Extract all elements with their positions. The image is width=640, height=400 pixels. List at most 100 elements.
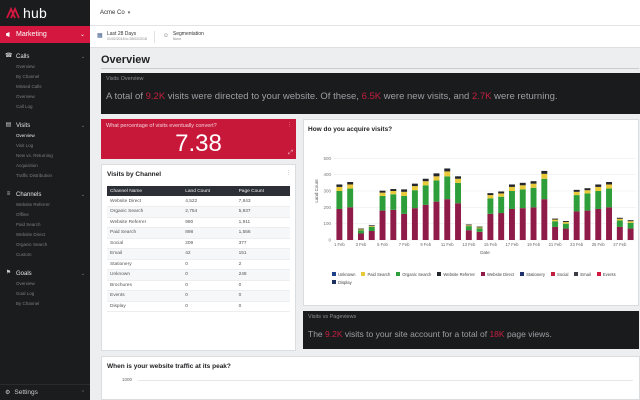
overview-text-part: visits were directed to your website. Of… <box>165 91 362 102</box>
sidebar-item[interactable]: Acquisition <box>16 163 38 168</box>
chart-bar-segment <box>476 228 483 232</box>
sidebar-item[interactable]: Overview <box>16 64 35 69</box>
table-row: Brochures 0 0 <box>107 280 290 291</box>
x-tick-label: 19 Feb <box>527 242 541 247</box>
chart-bar-segment <box>476 227 483 229</box>
legend-item[interactable]: Website Referrer <box>437 270 475 278</box>
chart-bar-segment <box>357 233 364 240</box>
table-cell: 0 <box>235 301 290 312</box>
table-row: Organic Search 2,754 5,937 <box>107 206 290 218</box>
sidebar-section-header[interactable]: ▤ Visits ⌄ <box>0 120 90 131</box>
sidebar-item[interactable]: Overview <box>16 94 35 99</box>
legend-item[interactable]: Display <box>332 278 352 286</box>
sidebar-item[interactable]: Custom <box>16 252 32 257</box>
chart-bar-segment <box>401 191 408 196</box>
sidebar-item[interactable]: By Channel <box>16 74 40 79</box>
legend-item[interactable]: Paid Search <box>361 270 390 278</box>
x-tick-label: 9 Feb <box>420 242 431 247</box>
chart-bar-segment <box>595 208 602 240</box>
pageviews-text-part: The <box>308 329 326 339</box>
chart-bar-segment <box>519 189 526 209</box>
x-tick-label: 3 Feb <box>356 242 367 247</box>
y-tick-label: 200 <box>323 205 331 210</box>
legend-item[interactable]: Events <box>596 270 616 278</box>
column-header[interactable]: Channel Name <box>107 186 183 196</box>
sidebar-section-label: Channels <box>16 191 42 198</box>
chart-bar-segment <box>508 184 515 187</box>
chart-bar-segment <box>390 209 397 240</box>
legend-item[interactable]: Organic Search <box>396 270 431 278</box>
sidebar-section-goals: ⚑ Goals ⌄ Overview Goal Log By Channel <box>0 268 90 309</box>
sidebar-item[interactable]: New vs. Returning <box>16 153 53 158</box>
sidebar-item[interactable]: Traffic Distribution <box>16 173 53 178</box>
sidebar-item[interactable]: Offline <box>16 212 29 217</box>
expand-icon[interactable]: ⤢ <box>288 150 293 156</box>
legend-item[interactable]: Email <box>574 270 591 278</box>
table-cell: Email <box>107 248 183 260</box>
chart-bar-segment <box>552 226 559 240</box>
sidebar-item[interactable]: Organic Search <box>16 242 48 247</box>
chart-bar-segment <box>498 196 505 214</box>
chart-bar-segment <box>347 184 354 189</box>
sidebar-item[interactable]: Visit Log <box>16 143 34 148</box>
legend-item[interactable]: Stationery <box>520 270 545 278</box>
chart-bar-segment <box>476 231 483 240</box>
more-icon[interactable]: ⋮ <box>287 122 292 128</box>
new-visits-value: 6.5K <box>361 91 382 102</box>
column-header[interactable]: Page Count <box>235 186 290 196</box>
chart-bar-segment <box>379 210 386 240</box>
workspace-selector[interactable]: Acme Co <box>100 9 125 16</box>
sidebar-item[interactable]: Website Referrer <box>16 202 50 207</box>
column-header[interactable]: Land Count <box>182 186 236 196</box>
sidebar-item[interactable]: By Channel <box>16 301 40 306</box>
table-cell: 377 <box>235 238 290 249</box>
chevron-down-icon: ⌄ <box>80 53 85 60</box>
sidebar-section-header[interactable]: ☎ Calls ⌄ <box>0 51 90 62</box>
sidebar-item[interactable]: Overview <box>16 281 35 286</box>
sidebar-item[interactable]: Missed Calls <box>16 84 42 89</box>
sidebar-item[interactable]: Call Log <box>16 104 33 109</box>
table-cell: 248 <box>235 269 290 281</box>
table-row: Email 42 151 <box>107 248 290 260</box>
segmentation-filter[interactable]: ☺ Segmentation None <box>163 32 204 42</box>
chart-bar-segment <box>476 226 483 228</box>
table-cell: Website Referrer <box>107 217 183 228</box>
chart-bar-segment <box>357 229 364 231</box>
chevron-down-icon[interactable]: ▾ <box>127 9 131 16</box>
chart-bar-segment <box>465 226 472 231</box>
chart-bar-segment <box>411 183 418 187</box>
date-range-filter[interactable]: ▦ Last 28 Days 01/02/2018 to 28/02/2018 <box>97 32 147 42</box>
sidebar-item[interactable]: Website Direct <box>16 232 46 237</box>
y-tick-label: 300 <box>323 189 331 194</box>
sidebar-item[interactable]: Goal Log <box>16 291 35 296</box>
sidebar-section-header[interactable]: ≡ Channels ⌄ <box>0 189 90 200</box>
legend-item[interactable]: Social <box>550 270 568 278</box>
sidebar-item[interactable]: Overview <box>16 133 35 138</box>
date-range-sub: 01/02/2018 to 28/02/2018 <box>107 37 147 41</box>
traffic-peak-card: When is your website traffic at its peak… <box>101 356 640 400</box>
table-cell: Paid Search <box>107 227 183 239</box>
chart-bar-segment <box>368 231 375 240</box>
nav-marketing[interactable]: Marketing ⌄ <box>0 26 90 43</box>
calendar-icon: ▦ <box>97 33 103 39</box>
more-icon[interactable]: ⋮ <box>286 170 291 176</box>
chart-bar-segment <box>422 204 429 240</box>
chart-bar-segment <box>562 223 569 229</box>
x-tick-label: 5 Feb <box>377 242 388 247</box>
legend-item[interactable]: Unknown <box>332 270 355 278</box>
chart-bar-segment <box>487 213 494 240</box>
chart-bar-segment <box>627 220 634 222</box>
legend-item[interactable]: Website Direct <box>480 270 514 278</box>
chart-bar-segment <box>595 191 602 209</box>
table-row: Paid Search 898 1,556 <box>107 227 290 239</box>
x-tick-label: 21 Feb <box>549 242 563 247</box>
legend-label: Website Referrer <box>443 271 475 277</box>
chart-bar-segment <box>357 230 364 234</box>
sidebar-section-header[interactable]: ⚑ Goals ⌄ <box>0 268 90 279</box>
nav-settings[interactable]: ⚙ Settings ⌃ <box>0 384 90 400</box>
sidebar-item[interactable]: Paid Search <box>16 222 41 227</box>
chart-bar-segment <box>401 195 408 214</box>
chart-bar-segment <box>487 193 494 196</box>
app-logo[interactable]: hub <box>0 0 90 26</box>
chart-bar-segment <box>627 221 634 223</box>
